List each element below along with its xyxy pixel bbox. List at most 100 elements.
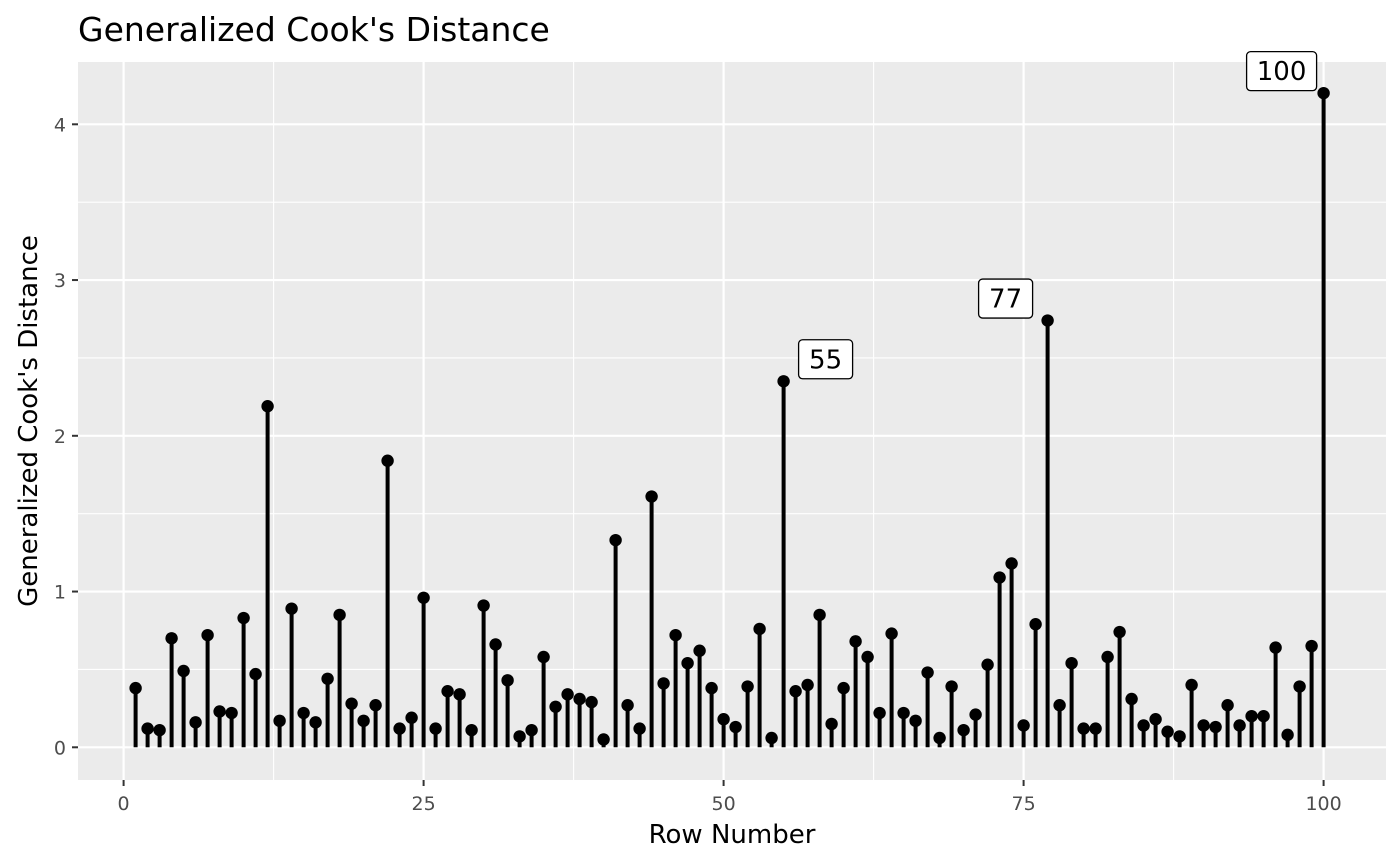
data-point xyxy=(177,664,190,678)
data-point xyxy=(297,706,310,720)
data-point xyxy=(813,608,826,622)
data-point xyxy=(1149,713,1162,726)
chart-title: Generalized Cook's Distance xyxy=(78,10,550,49)
data-point xyxy=(861,650,874,664)
data-point xyxy=(1077,722,1090,735)
data-point xyxy=(525,723,538,737)
data-point xyxy=(1317,86,1330,100)
data-point xyxy=(441,685,454,698)
y-axis: 0 1 2 3 4 xyxy=(54,114,78,759)
data-point xyxy=(789,685,802,698)
data-point xyxy=(249,667,262,681)
data-point xyxy=(1053,699,1066,712)
y-tick-label: 4 xyxy=(54,114,66,136)
annotation-label-box xyxy=(977,278,1034,319)
data-point xyxy=(705,681,718,695)
data-point xyxy=(633,722,646,735)
data-point xyxy=(273,714,286,728)
data-point xyxy=(993,571,1006,584)
data-point xyxy=(285,602,298,615)
y-tick-label: 3 xyxy=(54,270,66,292)
data-point xyxy=(489,638,502,651)
plot-panel xyxy=(78,62,1386,780)
data-point xyxy=(309,716,322,729)
data-point xyxy=(501,674,514,687)
data-point xyxy=(693,644,706,657)
data-point xyxy=(537,650,550,664)
data-point xyxy=(969,708,982,721)
data-point xyxy=(1293,680,1306,693)
data-point xyxy=(777,375,790,388)
y-tick-label: 0 xyxy=(54,737,66,759)
data-point xyxy=(429,722,442,735)
data-point xyxy=(885,627,898,640)
data-point xyxy=(345,697,358,710)
data-point xyxy=(1257,709,1270,723)
data-point xyxy=(465,723,478,737)
data-point xyxy=(1281,728,1294,742)
data-point xyxy=(1089,722,1102,735)
data-point xyxy=(609,533,622,547)
data-point xyxy=(453,688,466,701)
data-point xyxy=(201,628,214,642)
x-tick-label: 25 xyxy=(412,793,436,815)
data-point xyxy=(621,699,634,712)
data-point xyxy=(1113,625,1126,639)
y-tick-label: 1 xyxy=(54,582,66,604)
data-point xyxy=(1173,730,1186,743)
data-point xyxy=(573,692,586,706)
data-point xyxy=(1269,641,1282,654)
data-point xyxy=(165,632,178,645)
data-point xyxy=(921,666,934,679)
data-point xyxy=(1245,709,1258,723)
data-point xyxy=(1005,557,1018,570)
data-point xyxy=(1233,719,1246,732)
data-point xyxy=(189,716,202,729)
data-point xyxy=(945,680,958,693)
data-point xyxy=(357,714,370,728)
data-point xyxy=(597,733,610,746)
points-layer xyxy=(129,86,1330,746)
data-point xyxy=(153,723,166,737)
data-point xyxy=(1221,699,1234,712)
data-point xyxy=(909,714,922,728)
x-tick-label: 0 xyxy=(118,793,130,815)
data-point xyxy=(561,688,574,701)
data-point xyxy=(1185,678,1198,692)
data-point xyxy=(1041,314,1054,327)
data-point xyxy=(873,706,886,720)
data-point xyxy=(1197,719,1210,732)
data-point xyxy=(213,705,226,718)
x-tick-label: 50 xyxy=(712,793,736,815)
data-point xyxy=(333,608,346,622)
x-tick-label: 100 xyxy=(1305,793,1341,815)
data-point xyxy=(669,628,682,642)
annotation-label: 100 xyxy=(1257,57,1307,87)
data-point xyxy=(897,706,910,720)
data-point xyxy=(585,695,598,709)
annotation-label-box xyxy=(1245,50,1318,92)
data-point xyxy=(825,717,838,731)
annotations-layer: 55 77 100 xyxy=(797,50,1318,380)
data-point xyxy=(741,680,754,693)
data-point xyxy=(681,656,694,670)
data-point xyxy=(801,678,814,692)
x-axis: 0 25 50 75 100 xyxy=(118,780,1342,815)
y-tick-label: 2 xyxy=(54,426,66,448)
annotation-label: 77 xyxy=(989,285,1022,315)
data-point xyxy=(765,731,778,745)
data-point xyxy=(549,700,562,713)
y-axis-title: Generalized Cook's Distance xyxy=(14,235,44,607)
data-point xyxy=(753,622,766,636)
data-point xyxy=(1137,719,1150,732)
x-tick-label: 75 xyxy=(1012,793,1036,815)
data-point xyxy=(417,591,430,604)
data-point xyxy=(477,599,490,612)
data-point xyxy=(1029,618,1042,631)
data-point xyxy=(957,723,970,737)
data-point xyxy=(393,722,406,735)
data-point xyxy=(381,454,394,467)
annotation-label: 55 xyxy=(809,345,842,375)
x-axis-title: Row Number xyxy=(649,820,816,850)
